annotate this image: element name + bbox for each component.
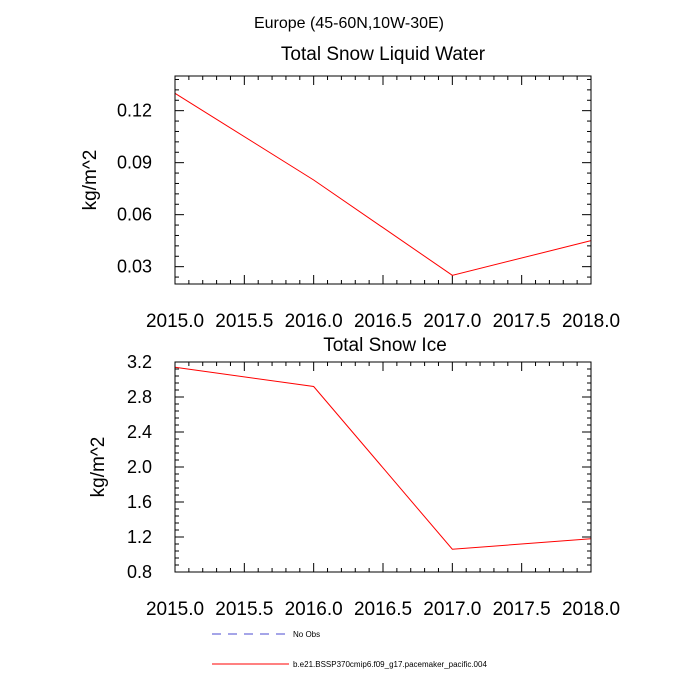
x-tick-label: 2015.5	[215, 599, 273, 620]
series-group	[174, 92, 592, 277]
axis-ticks	[174, 361, 592, 573]
x-tick-label: 2016.5	[354, 599, 412, 620]
legend: No Obs b.e21.BSSP370cmip6.f09_g17.pacema…	[212, 630, 487, 669]
legend-obs-label: No Obs	[293, 630, 320, 639]
x-tick-labels: 2015.0 2015.5 2016.0 2016.5 2017.0 2017.5 2018…	[146, 599, 620, 620]
data-point	[451, 548, 454, 551]
plot-frame	[174, 361, 592, 573]
data-point	[312, 179, 315, 182]
series-group	[174, 366, 592, 551]
x-tick-label: 2015.0	[146, 311, 204, 332]
axis-ticks	[174, 76, 592, 284]
data-point	[451, 274, 454, 277]
y-axis-label: kg/m^2	[80, 150, 101, 211]
series-line	[174, 366, 592, 550]
x-tick-labels: 2015.0 2015.5 2016.0 2016.5 2017.0 2017.5 2018…	[146, 311, 620, 332]
panel-snow-liquid-water: Total Snow Liquid Water kg/m^2 0.030.060…	[80, 44, 620, 332]
y-tick-label: 0.8	[127, 562, 152, 582]
y-tick-label: 2.4	[127, 422, 152, 442]
y-tick-label: 0.03	[117, 257, 152, 277]
x-tick-label: 2017.0	[423, 311, 481, 332]
y-axis-label: kg/m^2	[88, 437, 109, 498]
y-tick-label: 3.2	[127, 352, 152, 372]
y-tick-label: 0.12	[117, 101, 152, 121]
y-tick-label: 2.0	[127, 457, 152, 477]
x-tick-label: 2016.0	[285, 311, 343, 332]
x-tick-label: 2017.5	[493, 599, 551, 620]
y-tick-label: 0.06	[117, 205, 152, 225]
panel-title: Total Snow Ice	[323, 335, 447, 356]
y-tick-labels: 0.03 0.06 0.09 0.12	[117, 101, 152, 277]
x-tick-label: 2018.0	[562, 599, 620, 620]
y-tick-label: 1.6	[127, 492, 152, 512]
x-tick-label: 2016.0	[285, 599, 343, 620]
x-tick-label: 2017.0	[423, 599, 481, 620]
y-tick-label: 2.8	[127, 387, 152, 407]
legend-model-label: b.e21.BSSP370cmip6.f09_g17.pacemaker_pac…	[293, 660, 487, 669]
figure-supertitle: Europe (45-60N,10W-30E)	[254, 15, 444, 32]
x-tick-label: 2017.5	[493, 311, 551, 332]
series-line	[174, 92, 592, 276]
x-tick-label: 2018.0	[562, 311, 620, 332]
plot-frame	[174, 75, 592, 285]
data-point	[312, 385, 315, 388]
x-tick-label: 2015.5	[215, 311, 273, 332]
x-tick-label: 2015.0	[146, 599, 204, 620]
panel-snow-ice: Total Snow Ice kg/m^2 0.8 1.2 1.6 2.0 2.4 2.8…	[88, 335, 620, 620]
y-tick-labels: 0.8 1.2 1.6 2.0 2.4 2.8 3.2	[127, 352, 152, 582]
y-tick-label: 0.09	[117, 153, 152, 173]
panel-title: Total Snow Liquid Water	[281, 44, 486, 65]
y-tick-label: 1.2	[127, 527, 152, 547]
x-tick-label: 2016.5	[354, 311, 412, 332]
